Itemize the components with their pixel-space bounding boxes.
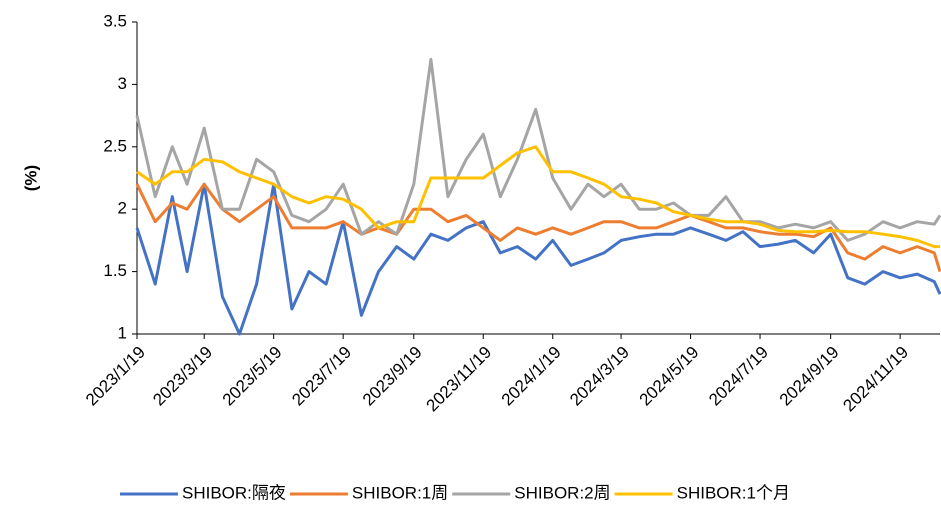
y-tick-label: 1 — [118, 323, 127, 342]
legend-label: SHIBOR:2周 — [514, 483, 610, 502]
y-axis-label: (%) — [21, 165, 40, 191]
y-tick-label: 3.5 — [103, 11, 127, 30]
y-tick-label: 2.5 — [103, 136, 127, 155]
legend-label: SHIBOR:1个月 — [677, 483, 790, 502]
x-tick-label: 2023/5/19 — [219, 343, 286, 410]
x-tick-label: 2024/5/19 — [636, 343, 703, 410]
x-tick-label: 2024/3/19 — [566, 343, 633, 410]
y-tick-label: 3 — [118, 74, 127, 93]
series-line — [135, 182, 941, 336]
series-line — [136, 145, 940, 249]
x-tick-label: 2023/9/19 — [359, 343, 426, 410]
x-tick-label: 2024/9/19 — [776, 343, 843, 410]
x-tick-label: 2024/1/19 — [498, 343, 565, 410]
x-tick-label: 2024/11/19 — [839, 343, 912, 416]
x-tick-label: 2023/7/19 — [288, 343, 355, 410]
x-tick-label: 2024/7/19 — [705, 343, 772, 410]
x-tick-label: 2023/3/19 — [149, 343, 216, 410]
y-tick-label: 2 — [118, 199, 127, 218]
series-line — [135, 57, 941, 242]
series-line — [135, 182, 941, 273]
x-tick-label: 2023/11/19 — [423, 343, 496, 416]
legend-label: SHIBOR:1周 — [352, 483, 448, 502]
y-tick-label: 1.5 — [103, 261, 127, 280]
legend-label: SHIBOR:隔夜 — [182, 483, 286, 502]
x-tick-label: 2023/1/19 — [82, 343, 149, 410]
